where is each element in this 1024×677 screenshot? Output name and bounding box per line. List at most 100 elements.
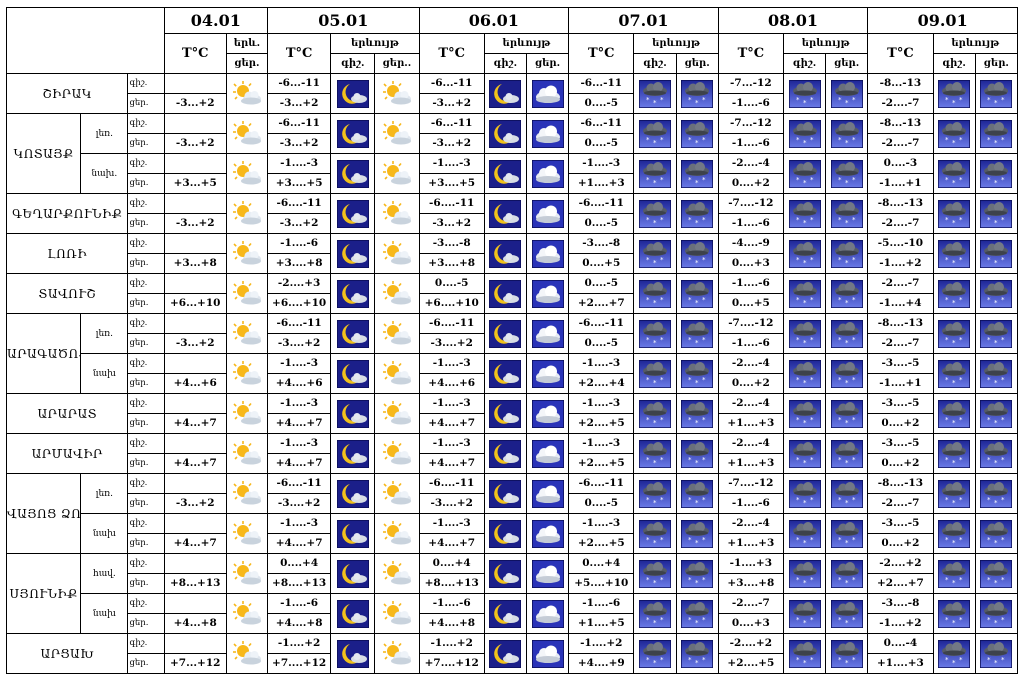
temperature-day: +4...+7 [163, 413, 227, 434]
svg-text:*: * [838, 376, 842, 384]
moon-icon [336, 399, 369, 428]
svg-text:*: * [695, 139, 699, 147]
snow-cloud-icon: * * * [830, 479, 863, 508]
svg-text:*: * [803, 259, 807, 267]
svg-text:*: * [803, 659, 807, 667]
region-row: նախ գիշ. -1....-3 -1....-3 -1....-3 * * * * * * -2.… [7, 353, 1019, 394]
svg-text:*: * [810, 96, 814, 104]
snow-cloud-icon: * * * [830, 319, 863, 348]
temperature-night: -6...-11 [418, 73, 485, 94]
day-weather-cell [525, 233, 570, 274]
weather-icon-cell [225, 113, 269, 154]
svg-text:*: * [810, 416, 814, 424]
day-weather-cell: * * * [675, 553, 719, 594]
temperature-night [163, 393, 227, 414]
snow-cloud-icon: * * * [980, 519, 1013, 548]
day-weather-cell: * * * [825, 593, 869, 634]
svg-text:*: * [695, 659, 699, 667]
svg-text:*: * [803, 619, 807, 627]
svg-text:*: * [845, 459, 849, 467]
partly-cloudy-sun-icon [231, 600, 263, 628]
moon-icon [336, 159, 369, 188]
svg-text:*: * [660, 576, 664, 584]
temperature-night: 0....+4 [266, 553, 332, 574]
subregion-label: լեռ. [80, 313, 129, 354]
temperature-day: -3...+2 [266, 133, 332, 154]
svg-text:*: * [1001, 416, 1005, 424]
temperature-day: -1....+2 [867, 613, 934, 634]
partly-cloudy-sun-icon [381, 280, 413, 308]
day-weather-cell [525, 113, 570, 154]
svg-text:*: * [845, 659, 849, 667]
snow-cloud-icon: * * * [830, 359, 863, 388]
moon-icon [489, 279, 522, 308]
temperature-header: T°C [418, 33, 485, 74]
partly-cloudy-sun-icon [381, 480, 413, 508]
svg-text:*: * [994, 619, 998, 627]
temperature-night: -6...-11 [568, 73, 635, 94]
temperature-day: -3....+2 [418, 493, 485, 514]
svg-text:*: * [796, 576, 800, 584]
svg-text:*: * [688, 96, 692, 104]
svg-text:*: * [796, 296, 800, 304]
day-weather-cell: * * * [974, 393, 1019, 434]
snow-cloud-icon: * * * [638, 479, 671, 508]
weather-header: երևույթ [483, 33, 570, 54]
svg-text:*: * [660, 96, 664, 104]
temperature-night: -1....-3 [266, 353, 332, 374]
svg-text:*: * [660, 176, 664, 184]
snow-cloud-icon: * * * [681, 439, 714, 468]
svg-text:*: * [838, 296, 842, 304]
day-weather-cell [374, 633, 420, 674]
snow-cloud-icon: * * * [788, 439, 821, 468]
svg-text:*: * [796, 376, 800, 384]
svg-text:*: * [653, 99, 657, 107]
svg-text:*: * [688, 136, 692, 144]
night-weather-cell: * * * [932, 153, 976, 194]
svg-text:*: * [660, 456, 664, 464]
snow-cloud-icon: * * * [681, 559, 714, 588]
moon-icon [336, 279, 369, 308]
svg-text:*: * [945, 216, 949, 224]
svg-text:*: * [1001, 496, 1005, 504]
snow-cloud-icon: * * * [830, 599, 863, 628]
svg-text:*: * [959, 496, 963, 504]
temperature-header: T°C [568, 33, 635, 74]
night-weather-cell: * * * [932, 193, 976, 234]
night-weather-cell [330, 313, 376, 354]
svg-text:*: * [653, 219, 657, 227]
svg-text:*: * [653, 259, 657, 267]
svg-text:*: * [1001, 176, 1005, 184]
region-name: ԼՈՌԻ [5, 233, 129, 274]
temperature-night [163, 633, 227, 654]
svg-text:*: * [987, 496, 991, 504]
cloud-icon [531, 519, 564, 548]
snow-cloud-icon: * * * [938, 359, 971, 388]
temperature-night: -8....-13 [867, 313, 934, 334]
night-weather-cell [483, 593, 527, 634]
temperature-day: +4....+6 [418, 373, 485, 394]
partly-cloudy-sun-icon [381, 320, 413, 348]
svg-text:*: * [695, 379, 699, 387]
night-weather-cell [483, 553, 527, 594]
temperature-day: +4...+7 [163, 533, 227, 554]
day-subheader: ցեր. [974, 53, 1019, 74]
svg-text:*: * [695, 499, 699, 507]
region-row: ՏԱՎՈՒՇ գիշ. -2....+3 0....-5 0....-5 * * * * * * -1… [5, 273, 1019, 314]
svg-text:*: * [945, 416, 949, 424]
temperature-day: +1....+3 [717, 413, 784, 434]
svg-text:*: * [695, 299, 699, 307]
night-label: գիշ. [127, 193, 165, 214]
day-weather-cell: * * * [825, 273, 869, 314]
svg-text:*: * [810, 616, 814, 624]
night-label: գիշ. [127, 73, 165, 94]
temperature-night: -1....+3 [717, 553, 784, 574]
snow-cloud-icon: * * * [938, 559, 971, 588]
svg-text:*: * [845, 419, 849, 427]
night-weather-cell: * * * [782, 553, 827, 594]
temperature-night: -6....-11 [266, 193, 332, 214]
temperature-day: +4....+7 [418, 413, 485, 434]
temperature-day: 0....+3 [717, 253, 784, 274]
day-weather-cell: * * * [974, 273, 1019, 314]
day-weather-cell: * * * [675, 633, 719, 674]
